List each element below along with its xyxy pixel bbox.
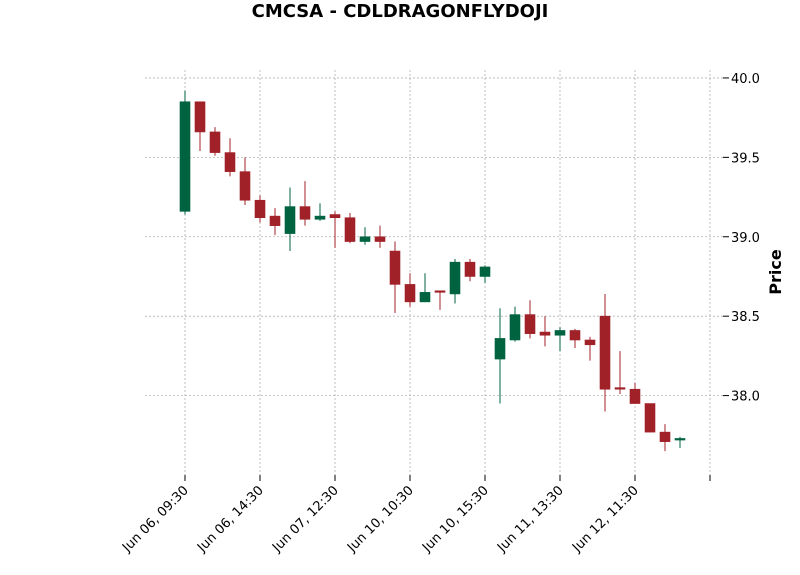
candle [299,181,311,226]
candle [374,225,386,248]
x-tick-label: Jun 10, 15:30 [419,483,492,556]
candle-body [554,330,566,336]
candle-body [404,284,416,303]
candle [584,336,596,361]
candle [209,127,221,156]
candle-body [299,206,311,220]
x-axis: Jun 06, 09:30 Jun 06, 14:30 Jun 07, 12:30 J… [119,475,711,556]
candle-body [674,438,686,441]
candle-body [584,339,596,346]
x-tick-label: Jun 06, 09:30 [119,483,192,556]
y-axis: 38.0 38.5 39.0 39.5 40.0 [723,72,760,405]
candle-body [599,315,611,390]
candle-body [569,330,581,341]
candle-body [509,314,521,341]
candle-body [524,314,536,334]
candle [434,290,446,310]
candle-body [419,292,431,303]
candle [494,308,506,404]
candle-body [374,236,386,242]
y-tick-label: 38.0 [731,390,760,405]
candle-body [449,261,461,295]
candle [614,351,626,394]
x-tick-label: Jun 11, 13:30 [494,483,567,556]
candle-body [284,206,296,234]
candle-body [434,290,446,293]
candle [569,328,581,348]
candle [284,187,296,252]
candle [599,293,611,412]
candle [464,259,476,282]
candle [239,157,251,205]
candle [224,138,236,177]
candle-body [314,215,326,220]
y-axis-label: Price [766,249,785,295]
candle [449,259,461,304]
grid [145,70,723,475]
candle [329,211,341,248]
candle [419,273,431,303]
candle-body [389,250,401,285]
candle [554,327,566,352]
candle [269,208,281,236]
candle-body [659,431,671,442]
candle [404,273,416,307]
candle-body [329,214,341,219]
candle [629,382,641,404]
candle-body [269,215,281,226]
y-tick-label: 39.0 [731,231,760,246]
candle [344,212,356,244]
candle-body [179,101,191,212]
candle [644,403,656,433]
candle [389,241,401,313]
candle-body [344,217,356,242]
candle-body [359,236,371,242]
candle-body [479,266,491,277]
candle-body [194,101,206,133]
candles [179,90,686,452]
candle [254,195,266,223]
candle [314,203,326,221]
candle-body [644,403,656,433]
candle [524,300,536,339]
candle [509,306,521,342]
candle [194,101,206,151]
x-tick-label: Jun 07, 12:30 [269,483,342,556]
x-tick-label: Jun 12, 11:30 [569,483,642,556]
candle-body [539,331,551,336]
candle [479,265,491,283]
candle [359,227,371,245]
candle-body [464,261,476,277]
candle-body [209,131,221,153]
y-tick-label: 40.0 [731,72,760,87]
y-tick-label: 39.5 [731,151,760,166]
candle-body [629,388,641,404]
chart-title: CMCSA - CDLDRAGONFLYDOJI [252,1,549,22]
candle [539,316,551,347]
y-tick-label: 38.5 [731,310,760,325]
candle-body [494,338,506,360]
candle [179,90,191,215]
candle-body [239,171,251,201]
candle [659,424,671,452]
candle-body [614,387,626,390]
candle-body [254,199,266,219]
x-tick-label: Jun 06, 14:30 [194,483,267,556]
candle-body [224,152,236,172]
candle [674,436,686,448]
x-tick-label: Jun 10, 10:30 [344,483,417,556]
